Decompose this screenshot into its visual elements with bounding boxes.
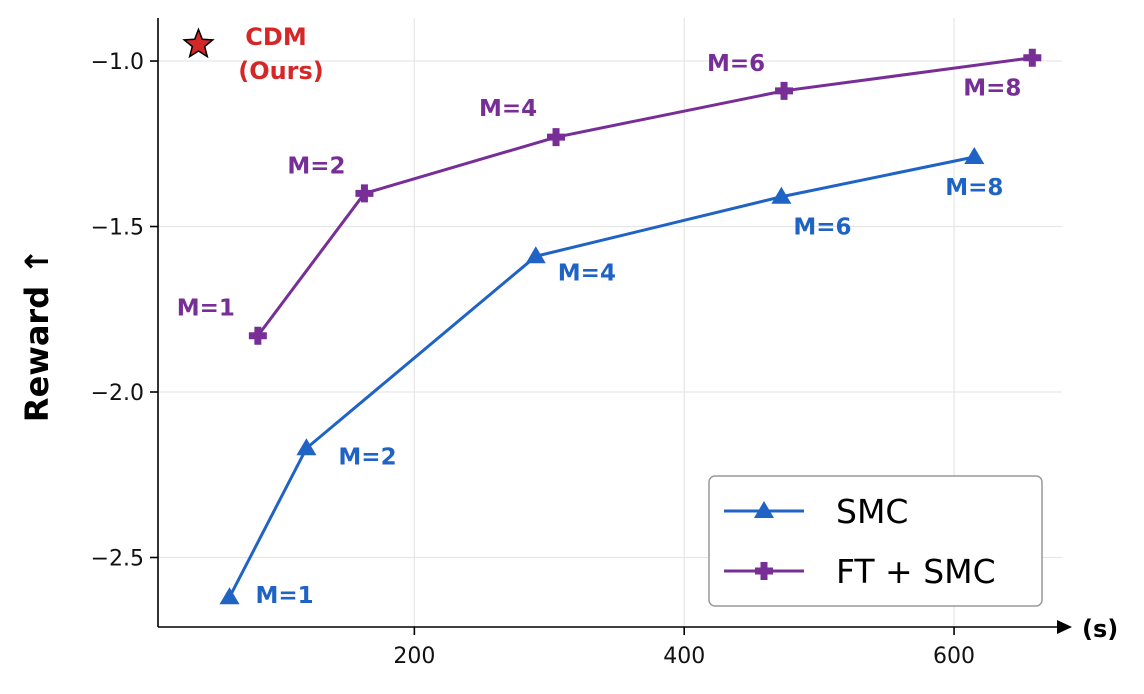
data-point [1023,48,1042,67]
data-point [219,587,240,605]
cdm-label-line1: CDM [245,23,306,51]
y-tick-label: −2.0 [91,381,144,406]
data-label: M=8 [963,76,1021,102]
data-label: M=4 [479,96,537,122]
legend-label: FT + SMC [836,552,996,591]
data-label: M=2 [287,153,345,179]
x-tick-label: 200 [393,644,435,669]
data-point [525,246,546,264]
legend: SMC FT + SMC [708,475,1043,607]
legend-label: SMC [836,492,908,531]
data-label: M=2 [338,444,396,470]
grid-lines [158,18,1062,627]
x-tick-label: 600 [933,644,975,669]
data-label: M=1 [177,296,235,322]
data-point [248,326,267,345]
x-axis-ticks: 200 400 600 [393,627,975,669]
y-tick-label: −2.5 [91,546,144,571]
y-axis-ticks: −1.0 −1.5 −2.0 −2.5 [91,50,158,571]
y-axis-label: Reward ↑ [18,248,56,422]
data-point [547,128,566,147]
data-label: M=6 [707,51,765,77]
x-tick-label: 400 [663,644,705,669]
y-tick-label: −1.0 [91,50,144,75]
cdm-highlight: CDM (Ours) [182,23,324,85]
data-point [771,186,792,204]
legend-marker [754,501,774,518]
data-point [296,438,317,456]
y-tick-label: −1.5 [91,216,144,241]
x-axis-unit-label: (s) [1082,615,1118,643]
data-point [355,184,374,203]
legend-box [708,475,1043,607]
data-label: M=8 [945,175,1003,201]
cdm-star-marker [182,27,215,59]
data-series [219,48,1042,605]
data-label: M=1 [256,583,314,609]
cdm-label-line2: (Ours) [238,57,324,85]
axes [157,18,1072,634]
legend-marker [755,562,773,580]
series-line-ft-smc [256,56,1033,337]
x-axis-arrow [1057,620,1072,634]
data-label: M=4 [558,260,616,286]
data-point [964,147,985,165]
data-label: M=6 [793,215,851,241]
point-labels: M=1 M=2 M=4 M=6 M=8 M=1 M=2 M=4 M=6 M=8 [177,51,1022,609]
data-point [775,81,794,100]
